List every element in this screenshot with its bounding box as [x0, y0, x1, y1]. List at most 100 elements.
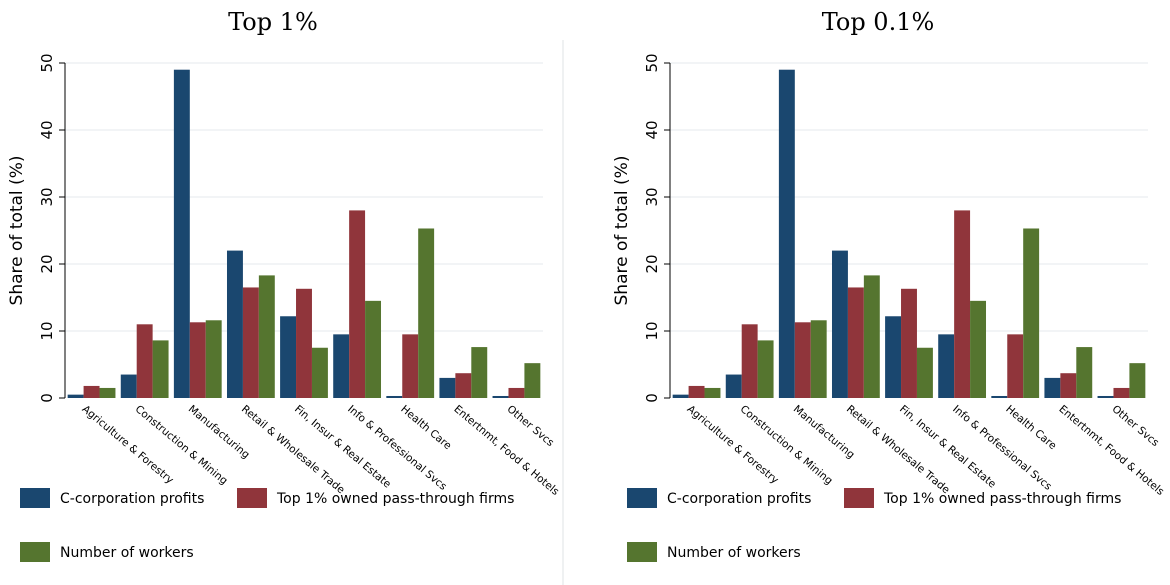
x-tick-label-entertnmt-food-hotels: Entertnmt, Food & Hotels	[451, 403, 561, 498]
bar-top-1-owned-pass-through-firms-construction-mining	[136, 324, 153, 398]
x-tick-label-agriculture-forestry: Agriculture & Forestry	[80, 403, 176, 486]
bar-top-1-owned-pass-through-firms-manufacturing	[794, 322, 811, 398]
bar-c-corporation-profits-health-care	[991, 395, 1008, 398]
bar-top-1-owned-pass-through-firms-info-professional-svcs	[349, 210, 366, 398]
y-tick-label-10: 10	[38, 321, 56, 340]
bar-number-of-workers-info-professional-svcs	[970, 300, 987, 398]
bar-top-1-owned-pass-through-firms-info-professional-svcs	[954, 210, 971, 398]
bar-number-of-workers-health-care	[1023, 228, 1040, 398]
bar-number-of-workers-construction-mining	[757, 340, 774, 398]
bar-top-1-owned-pass-through-firms-health-care	[1007, 334, 1024, 398]
bar-c-corporation-profits-fin-insur-real-estate	[280, 316, 297, 398]
y-tick-label-0: 0	[38, 393, 56, 403]
bar-number-of-workers-health-care	[418, 228, 435, 398]
bar-c-corporation-profits-entertnmt-food-hotels	[439, 377, 456, 398]
bar-c-corporation-profits-fin-insur-real-estate	[885, 316, 902, 398]
x-tick-label-agriculture-forestry: Agriculture & Forestry	[685, 403, 781, 486]
bar-number-of-workers-construction-mining	[152, 340, 169, 398]
bar-top-1-owned-pass-through-firms-fin-insur-real-estate	[901, 288, 917, 398]
y-axis-title: Share of total (%)	[7, 156, 27, 306]
bar-c-corporation-profits-other-svcs	[492, 395, 509, 398]
bar-number-of-workers-agriculture-forestry	[704, 387, 721, 398]
x-tick-label-other-svcs: Other Svcs	[1110, 403, 1162, 449]
bar-top-1-owned-pass-through-firms-manufacturing	[189, 322, 206, 398]
bar-top-1-owned-pass-through-firms-agriculture-forestry	[83, 385, 100, 398]
legend-swatch-c-corporation-profits	[627, 488, 657, 508]
bar-top-1-owned-pass-through-firms-entertnmt-food-hotels	[1060, 373, 1077, 398]
bar-number-of-workers-manufacturing	[205, 320, 222, 398]
bar-c-corporation-profits-other-svcs	[1097, 395, 1114, 398]
bar-top-1-owned-pass-through-firms-fin-insur-real-estate	[296, 288, 312, 398]
legend-swatch-c-corporation-profits	[20, 488, 50, 508]
x-tick-label-entertnmt-food-hotels: Entertnmt, Food & Hotels	[1056, 403, 1166, 498]
legend-swatch-number-of-workers	[627, 542, 657, 562]
y-tick-label-50: 50	[38, 53, 56, 72]
bar-top-1-owned-pass-through-firms-agriculture-forestry	[688, 385, 705, 398]
y-tick-label-40: 40	[643, 120, 661, 139]
y-tick-label-20: 20	[643, 254, 661, 273]
x-tick-label-health-care: Health Care	[1003, 403, 1058, 452]
bar-c-corporation-profits-info-professional-svcs	[333, 334, 350, 398]
x-tick-label-fin-insur-real-estate: Fin, Insur & Real Estate	[897, 403, 998, 490]
legend-label-c-corporation-profits: C-corporation profits	[667, 491, 811, 507]
chart-panel-top-0-1pct: Top 0.1% 0 10 20 30 40 50 Share of total (%) Agr…	[612, 8, 1166, 562]
bar-number-of-workers-agriculture-forestry	[99, 387, 116, 398]
y-tick-label-30: 30	[643, 187, 661, 206]
bar-number-of-workers-fin-insur-real-estate	[311, 347, 328, 398]
x-tick-label-retail-wholesale-trade: Retail & Wholesale Trade	[239, 403, 347, 496]
bar-c-corporation-profits-health-care	[386, 395, 403, 398]
legend-label-number-of-workers: Number of workers	[667, 545, 801, 561]
bar-top-1-owned-pass-through-firms-health-care	[402, 334, 419, 398]
bar-c-corporation-profits-construction-mining	[120, 374, 137, 398]
chart-title: Top 1%	[228, 8, 318, 36]
bar-number-of-workers-retail-wholesale-trade	[863, 275, 880, 398]
bar-top-1-owned-pass-through-firms-construction-mining	[741, 324, 758, 398]
y-tick-label-50: 50	[643, 53, 661, 72]
bar-top-1-owned-pass-through-firms-retail-wholesale-trade	[847, 287, 864, 398]
y-axis-title: Share of total (%)	[612, 156, 632, 306]
legend-label-top-1-owned-pass-through-firms: Top 1% owned pass-through firms	[276, 491, 514, 507]
bar-c-corporation-profits-manufacturing	[173, 69, 190, 398]
bar-c-corporation-profits-info-professional-svcs	[938, 334, 955, 398]
y-tick-label-0: 0	[643, 393, 661, 403]
x-tick-label-construction-mining: Construction & Mining	[133, 403, 230, 487]
bar-c-corporation-profits-agriculture-forestry	[672, 394, 689, 398]
bar-number-of-workers-info-professional-svcs	[365, 300, 382, 398]
bar-number-of-workers-entertnmt-food-hotels	[1076, 347, 1093, 398]
bar-c-corporation-profits-retail-wholesale-trade	[831, 250, 848, 398]
x-tick-label-health-care: Health Care	[398, 403, 453, 452]
legend-label-number-of-workers: Number of workers	[60, 545, 194, 561]
y-tick-label-10: 10	[643, 321, 661, 340]
bar-top-1-owned-pass-through-firms-other-svcs	[1113, 387, 1130, 398]
legend-swatch-top-1-owned-pass-through-firms	[844, 488, 874, 508]
bar-number-of-workers-retail-wholesale-trade	[258, 275, 275, 398]
chart-panel-top-1pct: Top 1% 0 10 20 30 40 50 Share of total (%) Agric…	[7, 8, 561, 562]
legend-label-top-1-owned-pass-through-firms: Top 1% owned pass-through firms	[883, 491, 1121, 507]
bar-number-of-workers-fin-insur-real-estate	[916, 347, 933, 398]
x-tick-label-retail-wholesale-trade: Retail & Wholesale Trade	[844, 403, 952, 496]
x-tick-label-other-svcs: Other Svcs	[505, 403, 557, 449]
x-tick-label-info-professional-svcs: Info & Professional Svcs	[345, 403, 449, 493]
chart-title: Top 0.1%	[822, 8, 935, 36]
bar-number-of-workers-other-svcs	[1129, 363, 1146, 398]
bar-c-corporation-profits-construction-mining	[725, 374, 742, 398]
bar-top-1-owned-pass-through-firms-entertnmt-food-hotels	[455, 373, 472, 398]
legend-swatch-top-1-owned-pass-through-firms	[237, 488, 267, 508]
bar-number-of-workers-entertnmt-food-hotels	[471, 347, 488, 398]
bar-c-corporation-profits-retail-wholesale-trade	[226, 250, 243, 398]
y-tick-label-40: 40	[38, 120, 56, 139]
bar-top-1-owned-pass-through-firms-other-svcs	[508, 387, 525, 398]
x-tick-label-fin-insur-real-estate: Fin, Insur & Real Estate	[292, 403, 393, 490]
legend-swatch-number-of-workers	[20, 542, 50, 562]
bar-number-of-workers-manufacturing	[810, 320, 827, 398]
y-tick-label-20: 20	[38, 254, 56, 273]
bar-c-corporation-profits-entertnmt-food-hotels	[1044, 377, 1061, 398]
bar-number-of-workers-other-svcs	[524, 363, 541, 398]
y-tick-label-30: 30	[38, 187, 56, 206]
bar-c-corporation-profits-manufacturing	[778, 69, 795, 398]
bar-c-corporation-profits-agriculture-forestry	[67, 394, 84, 398]
legend-label-c-corporation-profits: C-corporation profits	[60, 491, 204, 507]
bar-top-1-owned-pass-through-firms-retail-wholesale-trade	[242, 287, 259, 398]
x-tick-label-construction-mining: Construction & Mining	[738, 403, 835, 487]
